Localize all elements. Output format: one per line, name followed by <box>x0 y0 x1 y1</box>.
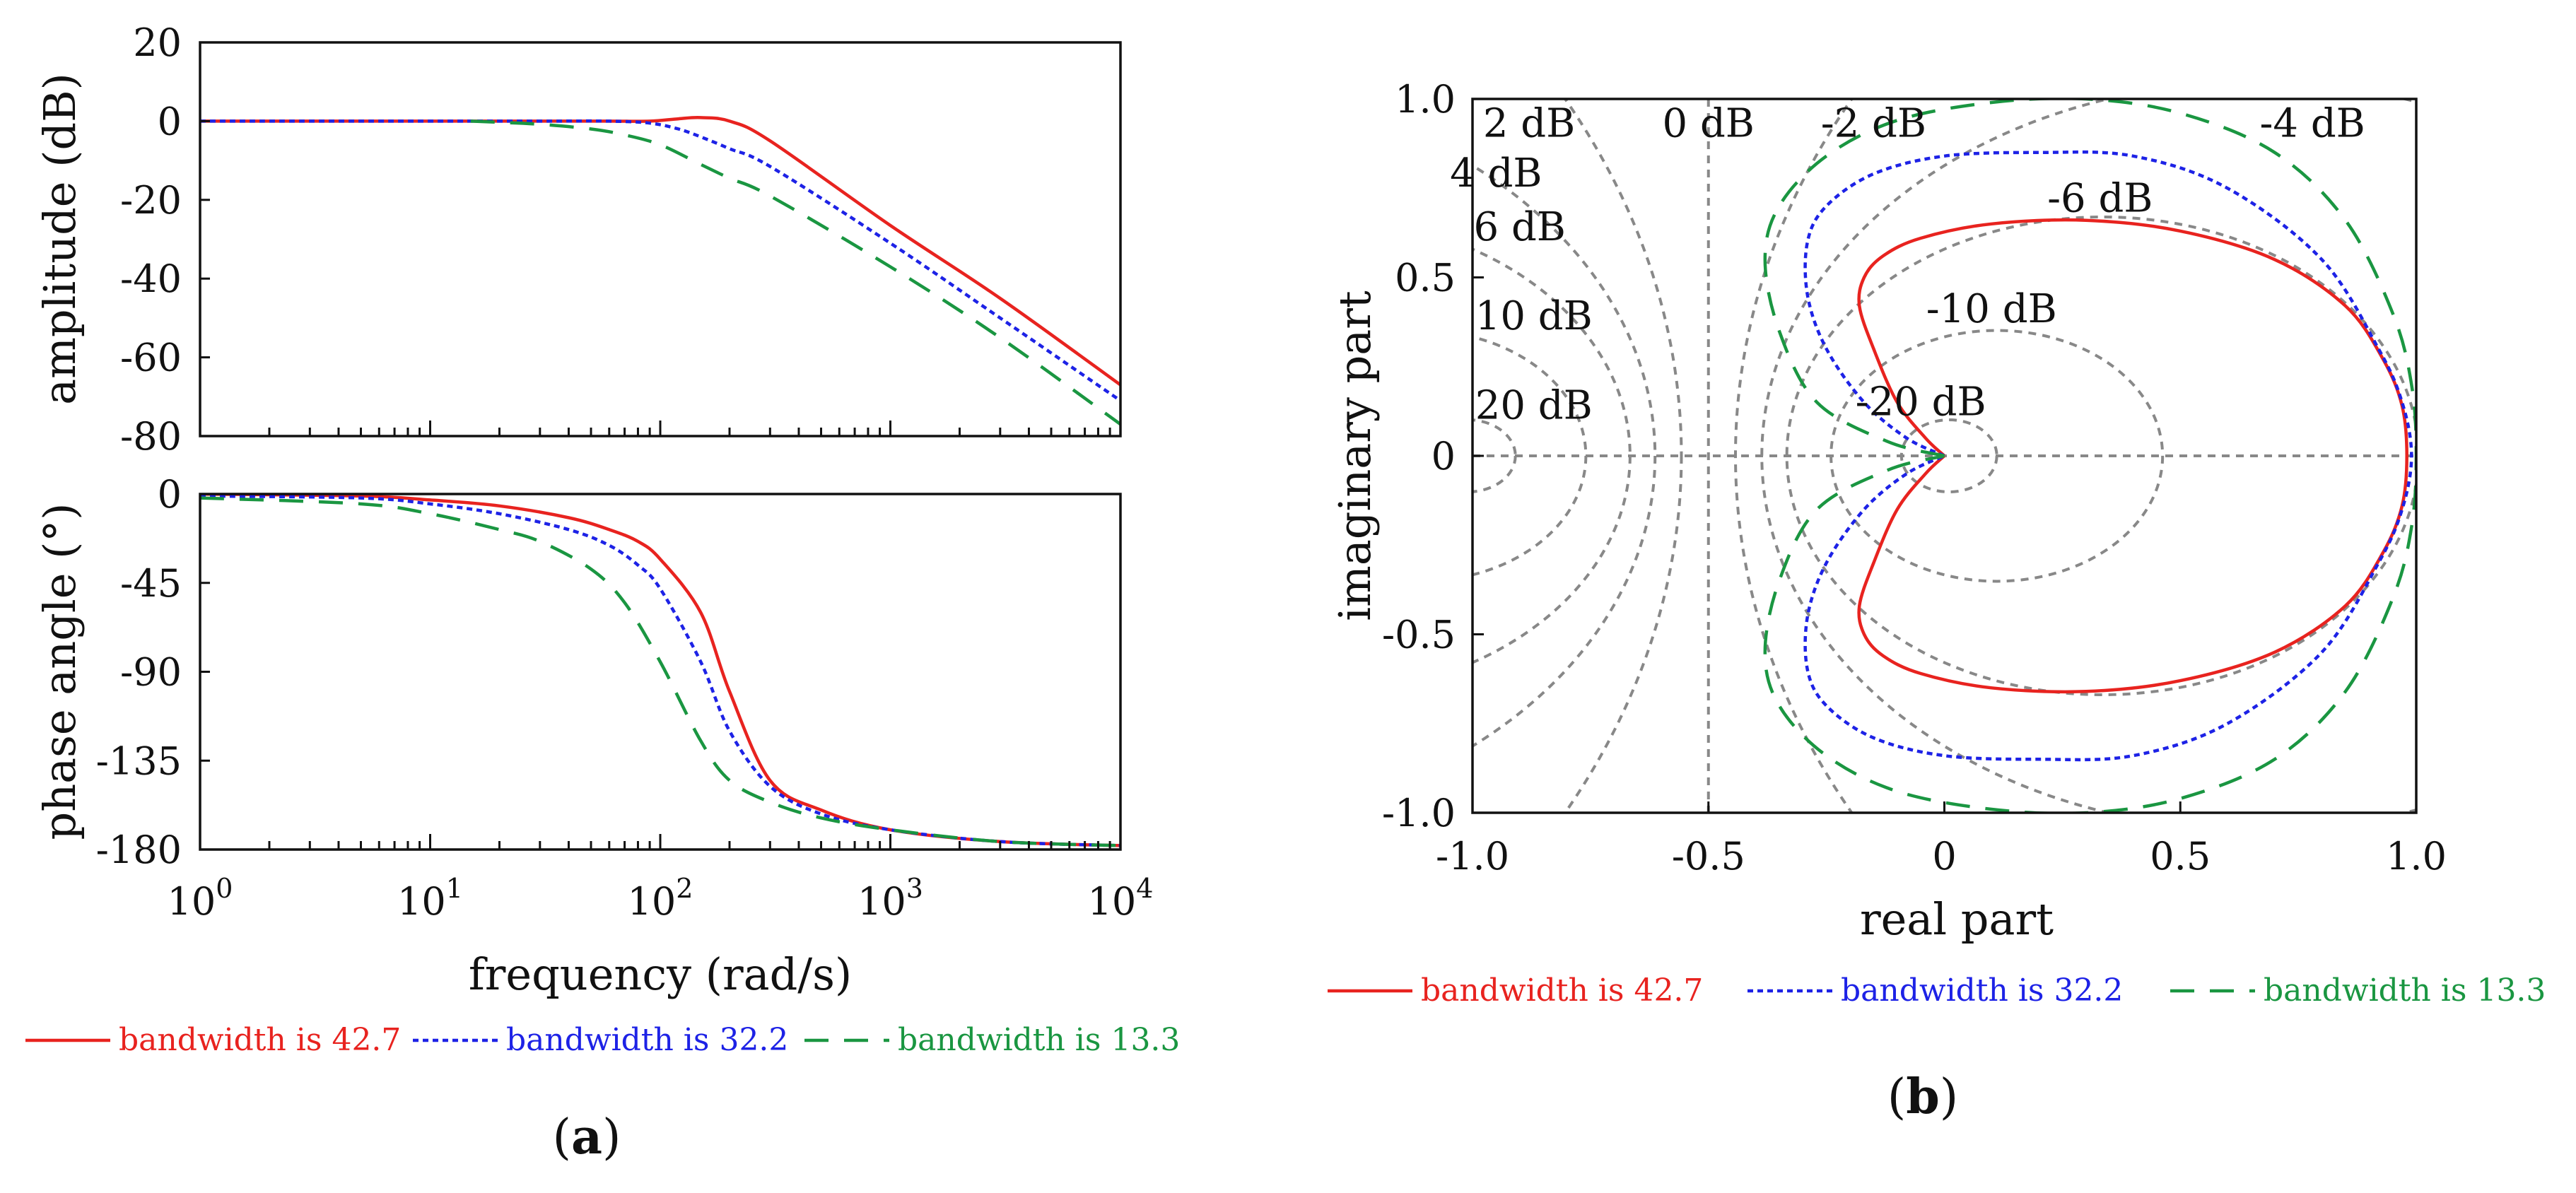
nyquist-contour-labels: 2 dB 0 dB -2 dB -4 dB 4 dB 6 dB -6 dB 10 dB -10 … <box>1450 91 2365 428</box>
nyquist-contour-label-anchor <box>1526 91 1533 98</box>
amplitude-series-line-1 <box>200 119 1120 402</box>
phase-series-line-2 <box>200 496 1120 847</box>
amplitude-ytick-label: -60 <box>120 336 182 380</box>
nyquist-contour-label-anchor <box>1870 91 1878 98</box>
nyquist-contour-label-anchor <box>1989 277 1996 284</box>
phase-ytick-label: -90 <box>120 650 182 695</box>
nyquist-contour-label: -4 dB <box>2259 100 2365 146</box>
nyquist-y-ticks: 1.0 0.5 0 -0.5 -1.0 <box>1382 77 1484 835</box>
phase-frame <box>199 493 1122 851</box>
nyquist-contour-label-anchor <box>1706 91 1713 98</box>
nyquist-contour-label: -20 dB <box>1856 379 1986 425</box>
legend-entry-label: bandwidth is 32.2 <box>506 1022 788 1058</box>
nyquist-contour-circle <box>1563 99 1683 813</box>
nyquist-contour-circle <box>1734 99 1854 813</box>
nyquist-xtick-label: 1.0 <box>2386 834 2447 878</box>
amplitude-ytick-label: 20 <box>133 20 182 65</box>
phase-xlabel: frequency (rad/s) <box>469 948 852 1000</box>
phase-series-line-0 <box>200 494 1120 847</box>
nyquist-xtick-label: 0.5 <box>2150 834 2211 878</box>
nyquist-x-ticks: -1.0 -0.5 0 0.5 1.0 <box>1436 801 2447 878</box>
nyquist-xlabel: real part <box>1860 893 2054 945</box>
panel-label-a-letter: a <box>571 1109 602 1165</box>
panel-label-a: (a) <box>552 1109 621 1165</box>
amplitude-frame <box>199 41 1122 437</box>
nyquist-contour-label: 6 dB <box>1474 204 1566 250</box>
amplitude-ytick-label: -80 <box>120 414 182 459</box>
amplitude-chart: 20 0 -20 -40 -60 -80 amplitude (dB) <box>34 20 1122 459</box>
nyquist-contour-label: 2 dB <box>1483 100 1575 146</box>
phase-x-ticks: 100 101 102 103 104 <box>168 834 1154 924</box>
phase-series-line-1 <box>200 494 1120 847</box>
phase-ytick-label: -135 <box>96 739 182 783</box>
nyquist-contour-label: -10 dB <box>1926 286 2057 332</box>
nyquist-series-line-0 <box>1857 218 2408 694</box>
phase-chart: 100 101 102 103 104 0 -45 -90 -135 -180 phase an… <box>34 472 1153 1000</box>
amplitude-ylabel: amplitude (dB) <box>34 73 86 405</box>
nyquist-ytick-label: 0 <box>1432 434 1456 478</box>
phase-xtick-label: 100 <box>168 873 233 924</box>
amplitude-ytick-label: -40 <box>120 257 182 301</box>
phase-series <box>200 494 1120 847</box>
phase-ytick-label: -45 <box>120 561 182 606</box>
nyquist-contour-label: -6 dB <box>2047 175 2153 221</box>
amplitude-y-ticks: 20 0 -20 -40 -60 -80 <box>120 20 210 459</box>
phase-xtick-label: 104 <box>1088 873 1154 924</box>
phase-xtick-label: 103 <box>857 873 923 924</box>
phase-xtick-label: 101 <box>397 873 463 924</box>
nyquist-series-line-2 <box>1763 99 2416 813</box>
nyquist-contour-label-anchor <box>1918 370 1925 377</box>
nyquist-series <box>1763 99 2416 813</box>
nyquist-xtick-label: -1.0 <box>1436 834 1509 878</box>
nyquist-xtick-label: 0 <box>1932 834 1956 878</box>
nyquist-series-line-1 <box>1803 150 2413 762</box>
phase-ytick-label: 0 <box>158 472 182 517</box>
nyquist-contour-label: 4 dB <box>1450 151 1542 196</box>
legend-entry-label: bandwidth is 42.7 <box>1421 972 1703 1009</box>
legend-entry-label: bandwidth is 42.7 <box>119 1022 401 1058</box>
amplitude-series <box>200 116 1120 426</box>
legend-entry-label: bandwidth is 13.3 <box>2264 972 2546 1009</box>
panel-label-b-letter: b <box>1906 1069 1940 1125</box>
nyquist-ytick-label: 1.0 <box>1395 77 1456 122</box>
legend-b: bandwidth is 42.7 bandwidth is 32.2 bandwi… <box>1328 972 2546 1009</box>
nyquist-contour-label-anchor <box>2309 91 2317 98</box>
nyquist-ytick-label: -0.5 <box>1382 613 1456 657</box>
panel-label-b: (b) <box>1887 1069 1959 1125</box>
phase-xtick-label: 102 <box>628 873 693 924</box>
nyquist-contour-label-anchor <box>2097 166 2104 173</box>
nyquist-ytick-label: 0.5 <box>1395 256 1456 300</box>
amplitude-ytick-label: -20 <box>120 178 182 223</box>
nyquist-contour-label: 0 dB <box>1663 100 1755 146</box>
phase-y-ticks: 0 -45 -90 -135 -180 <box>96 472 210 872</box>
amplitude-series-line-0 <box>200 116 1120 387</box>
legend-entry-label: bandwidth is 13.3 <box>898 1022 1180 1058</box>
nyquist-ylabel: imaginary part <box>1329 290 1381 621</box>
amplitude-series-line-2 <box>470 119 1120 426</box>
legend-a: bandwidth is 42.7 bandwidth is 32.2 bandwi… <box>25 1022 1180 1058</box>
nyquist-contour-label: 20 dB <box>1475 382 1593 428</box>
amplitude-x-ticks <box>199 421 1111 436</box>
nyquist-contour-label-anchor <box>1531 373 1538 380</box>
phase-ylabel: phase angle (°) <box>34 503 86 840</box>
nyquist-contour-circle <box>1473 164 1657 748</box>
legend-entry-label: bandwidth is 32.2 <box>1841 972 2123 1009</box>
amplitude-ytick-label: 0 <box>158 99 182 143</box>
nyquist-ytick-label: -1.0 <box>1382 791 1456 835</box>
nyquist-contour-label: -2 dB <box>1821 100 1926 146</box>
nyquist-xtick-label: -0.5 <box>1672 834 1745 878</box>
phase-ytick-label: -180 <box>96 828 182 872</box>
nyquist-contour-label: 10 dB <box>1475 293 1593 339</box>
